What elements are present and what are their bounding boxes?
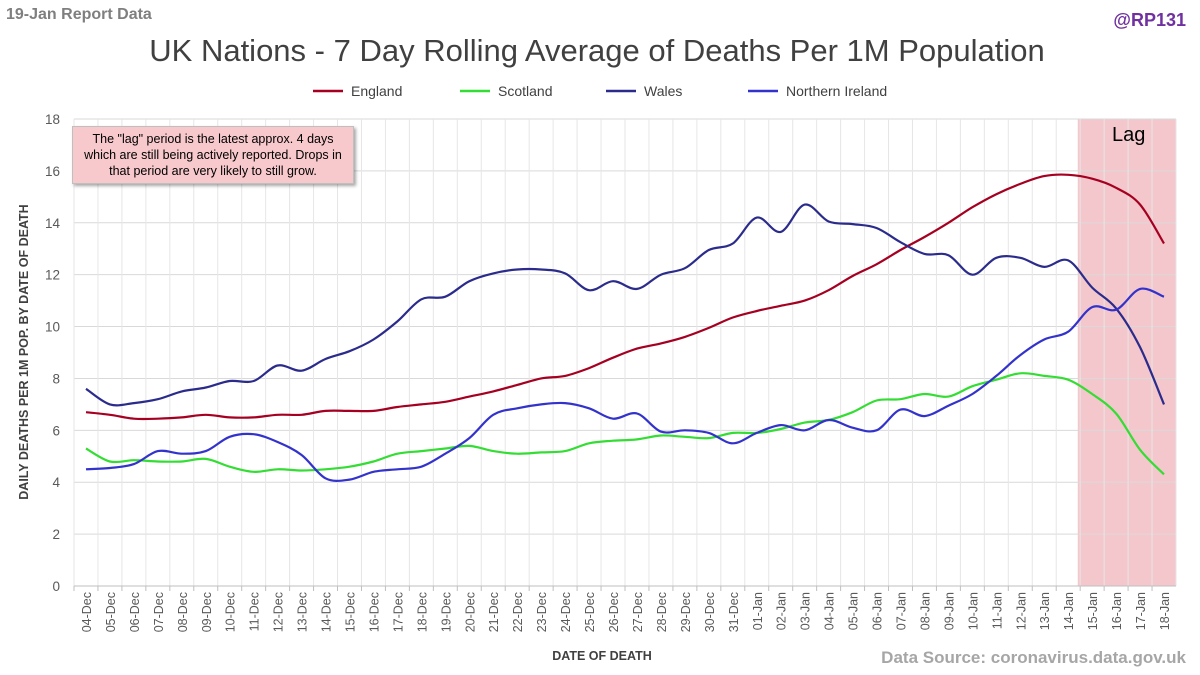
- x-tick-label: 13-Dec: [296, 592, 310, 632]
- y-tick-label: 4: [52, 475, 60, 490]
- y-tick-label: 0: [52, 579, 60, 594]
- report-date-label: 19-Jan Report Data: [6, 6, 152, 23]
- x-tick-label: 14-Dec: [320, 592, 334, 632]
- x-tick-label: 13-Jan: [1038, 592, 1052, 630]
- x-tick-label: 15-Dec: [344, 592, 358, 632]
- x-tick-label: 18-Dec: [415, 592, 429, 632]
- x-tick-label: 26-Dec: [607, 592, 621, 632]
- x-tick-label: 30-Dec: [703, 592, 717, 632]
- x-tick-label: 07-Dec: [152, 592, 166, 632]
- x-tick-label: 11-Dec: [248, 592, 262, 631]
- x-tick-label: 10-Dec: [224, 592, 238, 632]
- x-tick-label: 06-Jan: [871, 592, 885, 630]
- x-tick-label: 20-Dec: [463, 592, 477, 632]
- x-tick-label: 08-Dec: [176, 592, 190, 632]
- y-tick-label: 16: [45, 164, 60, 179]
- data-source: Data Source: coronavirus.data.gov.uk: [881, 648, 1186, 667]
- y-tick-label: 14: [45, 216, 61, 231]
- lag-label: Lag: [1112, 124, 1146, 146]
- x-tick-label: 16-Dec: [367, 592, 381, 632]
- x-tick-label: 05-Jan: [847, 592, 861, 630]
- x-tick-label: 17-Dec: [391, 592, 405, 632]
- x-tick-label: 25-Dec: [583, 592, 597, 632]
- x-tick-label: 08-Jan: [918, 592, 932, 630]
- x-tick-label: 31-Dec: [727, 592, 741, 632]
- x-tick-label: 21-Dec: [487, 592, 501, 632]
- y-tick-label: 12: [45, 268, 60, 283]
- x-tick-label: 04-Dec: [80, 592, 94, 632]
- gridlines: [73, 118, 1177, 587]
- series-line-northern-ireland: [85, 287, 1165, 482]
- legend-label-scotland: Scotland: [498, 83, 552, 99]
- x-tick-label: 14-Jan: [1062, 592, 1076, 630]
- x-tick-label: 01-Jan: [751, 592, 765, 630]
- x-tick-label: 12-Dec: [272, 592, 286, 632]
- y-axis: 0 2 4 6 8 10 12 14 16 18: [45, 112, 61, 594]
- series-line-wales: [85, 203, 1166, 407]
- x-axis: 04-Dec 05-Dec 06-Dec 07-Dec 08-Dec 09-Dec 10-D…: [73, 586, 1172, 632]
- x-tick-label: 28-Dec: [655, 592, 669, 632]
- y-tick-label: 2: [52, 527, 60, 542]
- x-tick-label: 06-Dec: [128, 592, 142, 632]
- x-tick-label: 12-Jan: [1014, 592, 1028, 630]
- x-tick-label: 09-Dec: [200, 592, 214, 632]
- series-line-scotland: [85, 372, 1165, 476]
- author-handle: @RP131: [1113, 10, 1186, 30]
- lag-note-callout: The "lag" period is the latest approx. 4…: [72, 126, 354, 184]
- x-tick-label: 18-Jan: [1158, 592, 1172, 630]
- x-tick-label: 05-Dec: [104, 592, 118, 632]
- x-tick-label: 11-Jan: [990, 592, 1004, 629]
- y-tick-label: 6: [52, 423, 60, 438]
- x-tick-label: 19-Dec: [439, 592, 453, 632]
- series-line-england: [85, 173, 1165, 421]
- series-lines: [85, 173, 1166, 482]
- x-tick-label: 07-Jan: [895, 592, 909, 630]
- legend-label-wales: Wales: [644, 83, 682, 99]
- x-tick-label: 10-Jan: [966, 592, 980, 630]
- x-tick-label: 04-Jan: [823, 592, 837, 630]
- legend: England Scotland Wales Northern Ireland: [313, 83, 887, 99]
- x-axis-title: DATE OF DEATH: [552, 649, 652, 663]
- x-tick-label: 29-Dec: [679, 592, 693, 632]
- x-tick-label: 24-Dec: [559, 592, 573, 632]
- x-tick-label: 27-Dec: [631, 592, 645, 632]
- x-tick-label: 03-Jan: [799, 592, 813, 630]
- chart-title: UK Nations - 7 Day Rolling Average of De…: [149, 33, 1044, 68]
- legend-label-england: England: [351, 83, 402, 99]
- lag-shading: [1077, 119, 1176, 586]
- y-axis-title: DAILY DEATHS PER 1M POP. BY DATE OF DEAT…: [17, 204, 31, 499]
- x-tick-label: 02-Jan: [775, 592, 789, 630]
- y-tick-label: 10: [45, 320, 60, 335]
- x-tick-label: 09-Jan: [942, 592, 956, 630]
- x-tick-label: 16-Jan: [1110, 592, 1124, 630]
- x-tick-label: 15-Jan: [1086, 592, 1100, 630]
- x-tick-label: 17-Jan: [1134, 592, 1148, 630]
- x-tick-label: 22-Dec: [511, 592, 525, 632]
- y-tick-label: 8: [52, 371, 60, 386]
- x-tick-label: 23-Dec: [535, 592, 549, 632]
- legend-label-northern-ireland: Northern Ireland: [786, 83, 887, 99]
- y-tick-label: 18: [45, 112, 60, 127]
